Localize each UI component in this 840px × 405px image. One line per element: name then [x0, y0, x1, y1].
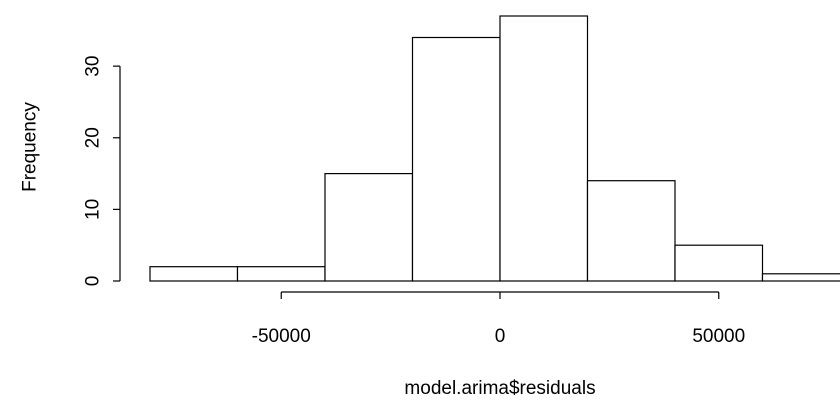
x-axis-label: model.arima$residuals [404, 378, 595, 399]
histogram-bar [411, 36, 501, 282]
histogram-bar [499, 15, 589, 282]
x-tick-label: 0 [495, 326, 506, 347]
y-axis-label: Frequency [20, 102, 41, 192]
x-tick-label: 50000 [692, 326, 745, 347]
histogram-bar [761, 273, 840, 282]
histogram-bar [149, 266, 239, 282]
y-axis: 0 10 20 30 [83, 56, 121, 287]
y-tick-label: 0 [83, 276, 104, 287]
x-axis: -50000 0 50000 [252, 291, 745, 347]
y-tick-label: 30 [83, 56, 104, 77]
histogram-bar [236, 266, 326, 282]
x-tick-label: -50000 [252, 326, 311, 347]
histogram-bar [324, 173, 414, 282]
histogram-bar [674, 244, 764, 282]
y-tick-label: 20 [83, 127, 104, 148]
histogram-bar [586, 180, 676, 282]
histogram-bars [149, 15, 840, 282]
y-tick-label: 10 [83, 199, 104, 220]
